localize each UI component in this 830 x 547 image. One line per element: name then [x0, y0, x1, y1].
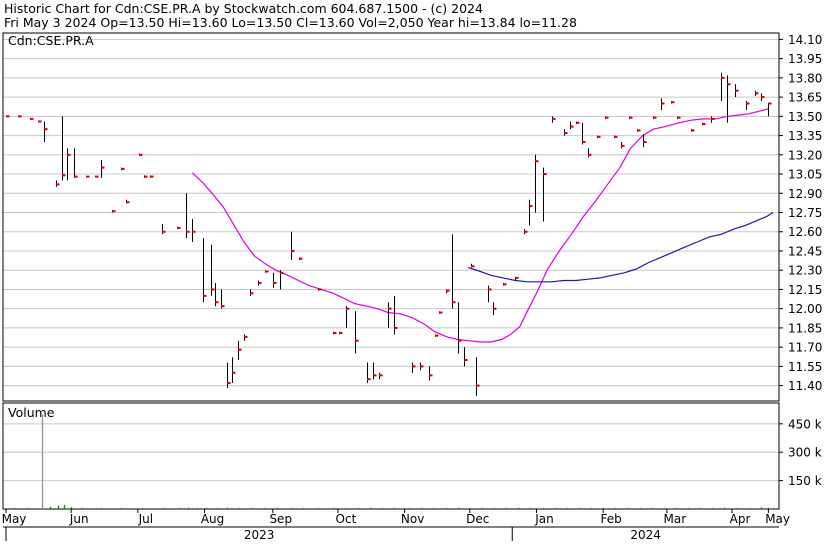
- price-tick-label: 13.35: [788, 129, 822, 143]
- volume-bars: [13, 414, 770, 509]
- price-tick-label: 12.30: [788, 264, 822, 278]
- quote-summary: Fri May 3 2024 Op=13.50 Hi=13.60 Lo=13.5…: [4, 15, 577, 30]
- symbol-label: Cdn:CSE.PR.A: [8, 33, 94, 48]
- price-tick-label: 13.80: [788, 71, 822, 85]
- month-tick-label: Oct: [336, 512, 357, 526]
- price-tick-label: 13.65: [788, 91, 822, 105]
- price-tick-label: 12.15: [788, 283, 822, 297]
- price-tick-label: 11.85: [788, 321, 822, 335]
- price-tick-label: 12.45: [788, 244, 822, 258]
- price-tick-label: 11.55: [788, 360, 822, 374]
- price-tick-label: 11.70: [788, 341, 822, 355]
- month-tick-label: Aug: [201, 512, 224, 526]
- volume-label: Volume: [8, 405, 55, 420]
- month-tick-label: May: [765, 512, 790, 526]
- month-tick-label: Feb: [601, 512, 622, 526]
- price-tick-label: 11.40: [788, 379, 822, 393]
- year-label: 2023: [244, 528, 275, 542]
- chart-title: Historic Chart for Cdn:CSE.PR.A by Stock…: [4, 1, 483, 16]
- price-gridlines: [3, 38, 779, 387]
- price-bars: [6, 72, 772, 396]
- time-axis: May Jun Jul Aug Sep Oct Nov Dec Jan Feb Mar Apr May 2…: [2, 509, 790, 542]
- volume-tick-label: 150 k: [788, 474, 822, 488]
- price-tick-label: 13.95: [788, 52, 822, 66]
- price-tick-label: 12.90: [788, 187, 822, 201]
- month-tick-label: Jan: [534, 512, 554, 526]
- volume-tick-label: 300 k: [788, 446, 822, 460]
- price-panel-frame: [2, 32, 780, 402]
- month-tick-label: May: [2, 512, 27, 526]
- price-tick-label: 13.50: [788, 110, 822, 124]
- price-tick-label: 13.20: [788, 148, 822, 162]
- volume-panel-frame: [2, 402, 780, 510]
- moving-averages: [191, 108, 774, 343]
- price-tick-label: 14.10: [788, 33, 822, 47]
- month-tick-label: Jul: [138, 512, 153, 526]
- price-tick-label: 12.75: [788, 206, 822, 220]
- price-axis: 14.10 13.95 13.80 13.65 13.50 13.35 13.20 13.05…: [779, 33, 822, 393]
- short-moving-average-line: [191, 108, 769, 343]
- month-tick-label: Nov: [401, 512, 424, 526]
- month-tick-label: Jun: [69, 512, 89, 526]
- price-tick-label: 13.05: [788, 168, 822, 182]
- volume-axis: 450 k 300 k 150 k: [779, 417, 822, 488]
- month-tick-label: Apr: [730, 512, 751, 526]
- price-tick-label: 12.00: [788, 302, 822, 316]
- long-moving-average-line: [468, 211, 774, 283]
- volume-tick-label: 450 k: [788, 417, 822, 431]
- month-tick-label: Mar: [664, 512, 687, 526]
- volume-gridlines: [3, 423, 779, 482]
- year-label: 2024: [630, 528, 661, 542]
- month-tick-label: Sep: [269, 512, 292, 526]
- price-tick-label: 12.60: [788, 225, 822, 239]
- month-tick-label: Dec: [466, 512, 489, 526]
